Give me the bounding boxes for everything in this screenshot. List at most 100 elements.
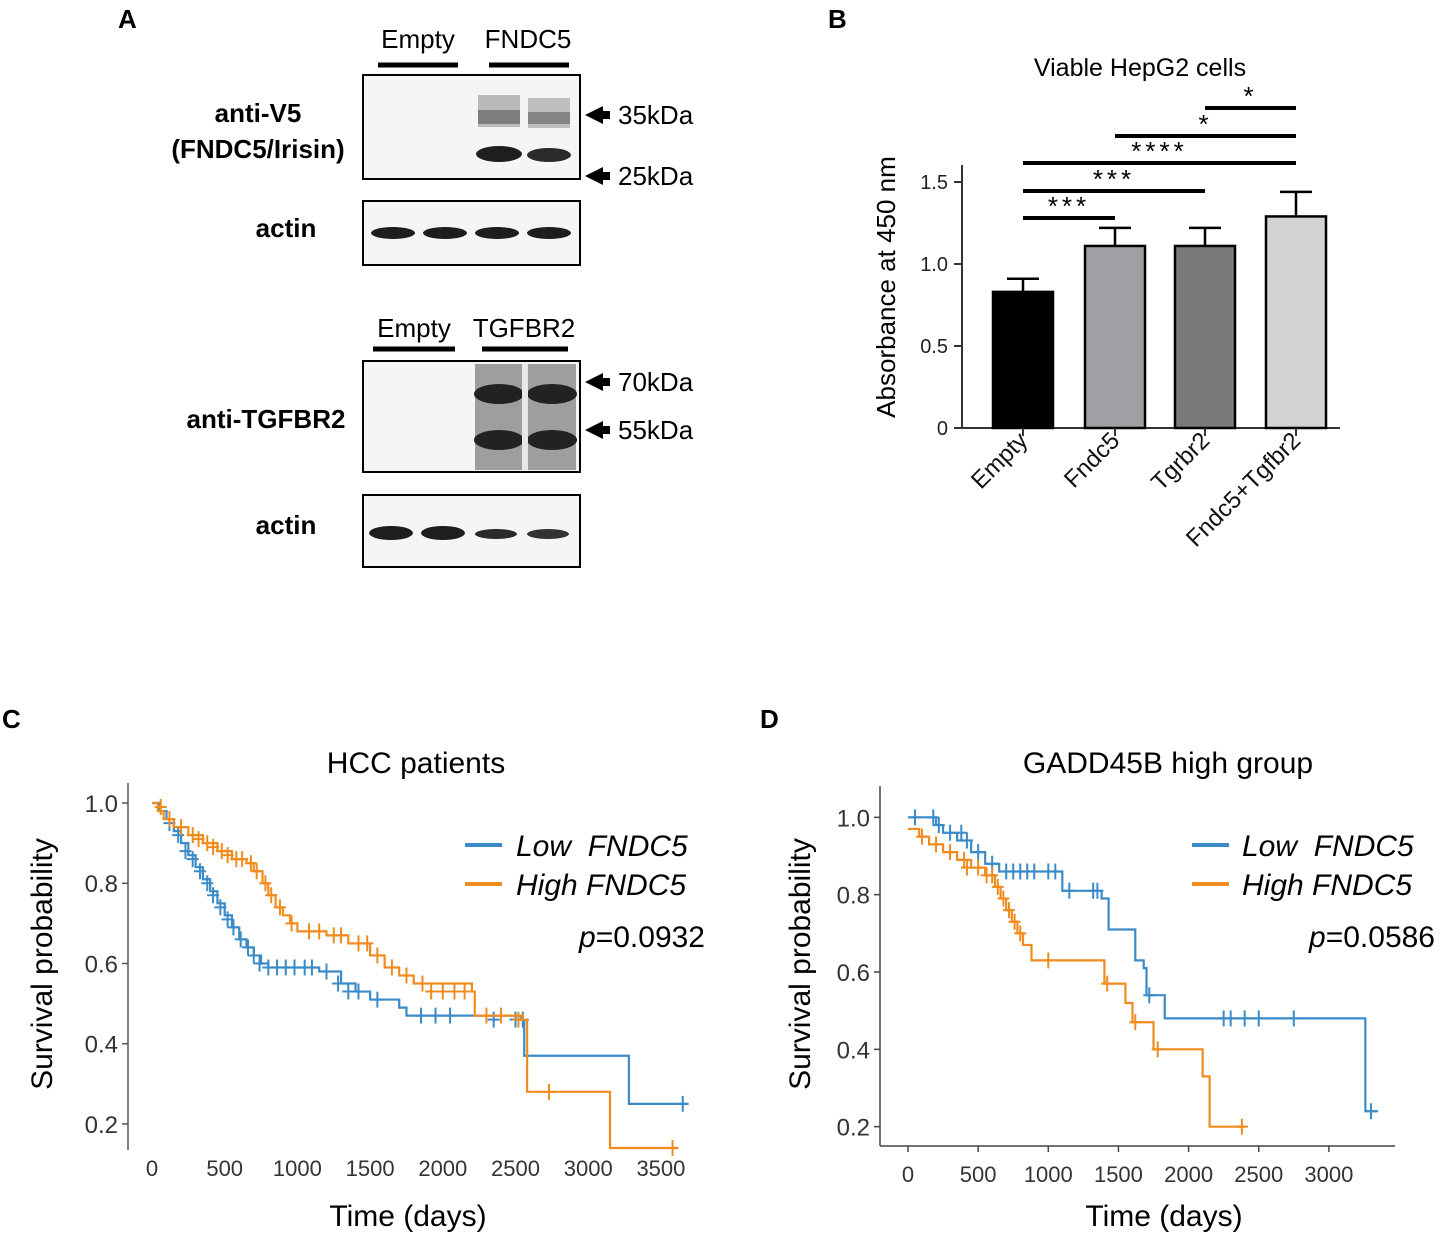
chart-c-y-tick-label: 1.0 [85,791,118,818]
chart-d-censor-mark-high [960,859,973,876]
chart-d-censor-mark-low [909,809,922,826]
chart-d-censor-mark-high [997,890,1010,907]
chart-c-censor-mark-low [342,983,355,1000]
chart-d-y-tick-label: 0.8 [837,883,870,910]
blot2-group-tgfbr2: TGFBR2 [473,313,576,343]
chart-c-xlabel: Time (days) [329,1200,486,1233]
panel-c-letter: C [2,704,21,734]
chart-c-censor-mark-high [175,819,188,836]
blot1-marker-35: 35kDa [618,100,694,130]
chart-c-censor-mark-low [288,959,301,976]
chart-c-censor-mark-high [215,843,228,860]
blot2-bands [474,364,577,470]
blot1-group-fndc5: FNDC5 [485,24,572,54]
chart-d-censor-mark-low [927,809,940,826]
chart-c-censor-mark-low [234,931,247,948]
chart-d-x-tick-label: 2500 [1234,1162,1283,1187]
chart-c-pvalue-number: 0.0932 [613,921,705,954]
chart-c-censor-mark-high [494,1007,507,1024]
panel-a: A Empty FNDC5 anti-V5 (FNDC5/Irisin) 35k… [118,4,694,568]
chart-c-censor-mark-low [214,899,227,916]
chart-d-y-tick-label: 0.4 [837,1037,870,1064]
panel-b-letter: B [828,4,847,34]
chart-c-censor-mark-high [285,915,298,932]
chart-c-plot: 0.2 0.4 0.6 0.8 1.0 0 500 1000 1500 2000 2500 3000 3… [85,783,689,1181]
chart-c-censor-mark-high [512,1011,525,1028]
chart-d-censor-mark-low [955,824,968,841]
chart-d-ylabel: Survival probability [784,838,817,1090]
chart-d-x-tick-label: 1000 [1024,1162,1073,1187]
chart-d-censor-mark-high [1042,952,1055,969]
chart-d-censor-mark-high [1235,1118,1248,1135]
chart-c-censor-mark-low [371,991,384,1008]
chart-d-censor-mark-low [1364,1103,1377,1120]
chart-c-censor-mark-high [371,947,384,964]
chart-d-censor-mark-low [1224,1010,1237,1027]
chart-d-pvalue-number: 0.0586 [1343,921,1435,954]
chart-d-censor-mark-high [916,828,929,845]
chart-c-censor-mark-low [415,1007,427,1024]
chart-c-censor-mark-low [193,863,206,880]
chart-d-censor-mark-low [1049,863,1062,880]
chart-b-y-tick-label: 1.0 [920,254,948,276]
chart-d-censor-mark-high [958,851,971,868]
chart-d-title: GADD45B high group [1023,747,1313,780]
chart-c-x-tick-label: 3000 [564,1156,613,1181]
chart-c-x-tick-label: 500 [206,1156,243,1181]
chart-c-pvalue: p=0.0932 [578,921,705,954]
chart-c-censor-mark-low [207,887,220,904]
chart-d-legend-low: Low FNDC5 [1242,830,1414,863]
marker-arrow-35 [585,106,610,124]
chart-c-censor-mark-high [425,983,438,1000]
chart-c-censor-mark-low [352,983,365,1000]
chart-b-ylabel: Absorbance at 450 nm [871,156,901,418]
blot1-label-line2: (FNDC5/Irisin) [171,134,344,164]
actin2-label: actin [256,510,317,540]
chart-c-censor-mark-low [241,939,254,956]
marker-arrow-55 [585,421,610,439]
blot1-group-empty: Empty [381,24,455,54]
chart-c-censor-mark-low [227,919,240,936]
chart-c-title: HCC patients [327,747,505,780]
chart-c-censor-mark-low [247,947,260,964]
chart-c-censor-mark-high [207,839,220,856]
actin1-label: actin [256,213,317,243]
chart-d-censor-mark-low [1238,1010,1251,1027]
chart-c-ylabel: Survival probability [26,838,59,1090]
chart-c-x-tick-label: 1500 [346,1156,395,1181]
chart-c-censor-mark-high [154,799,167,816]
chart-d-censor-mark-high [1008,913,1021,930]
chart-c-censor-mark-low [172,827,185,844]
chart-c-censor-mark-high [201,835,214,852]
chart-d-x-tick-label: 0 [902,1162,914,1187]
chart-c-censor-mark-low [487,1011,500,1028]
chart-b-significance-label: **** [1131,136,1187,166]
chart-d-censor-mark-high [1101,975,1114,992]
chart-c-y-tick-label: 0.8 [85,871,118,898]
chart-d-censor-mark-low [944,824,957,841]
chart-d-plot: 0.2 0.4 0.6 0.8 1.0 0 500 1000 1500 2000 2500 3000 [837,786,1395,1187]
chart-d-censor-mark-high [930,836,943,853]
chart-b-bar [991,290,1055,430]
chart-d-censor-mark-low [1287,1010,1300,1027]
chart-c-censor-mark-high [335,927,348,944]
blot2-label: anti-TGFBR2 [187,404,346,434]
chart-c-censor-mark-high [666,1139,679,1156]
chart-c-x-tick-label: 0 [146,1156,158,1181]
chart-d-censor-mark-high [1003,902,1016,919]
blot2-group-empty: Empty [377,313,451,343]
chart-c-censor-mark-high [259,875,272,892]
chart-c-censor-mark-high [416,975,429,992]
chart-c-y-tick-label: 0.2 [85,1112,118,1139]
chart-d-censor-mark-low [1063,882,1076,899]
chart-c-x-tick-label: 2000 [418,1156,467,1181]
chart-c-censor-mark-high [192,831,205,848]
chart-c-censor-mark-high [542,1083,555,1100]
chart-b-bar [1264,215,1328,430]
chart-c-legend-low: Low FNDC5 [516,830,688,863]
chart-c-censor-mark-low [201,875,214,892]
chart-c-censor-mark-low [305,959,318,976]
chart-b-significance-label: * [1198,109,1212,139]
chart-c-curve-high [152,801,679,1150]
